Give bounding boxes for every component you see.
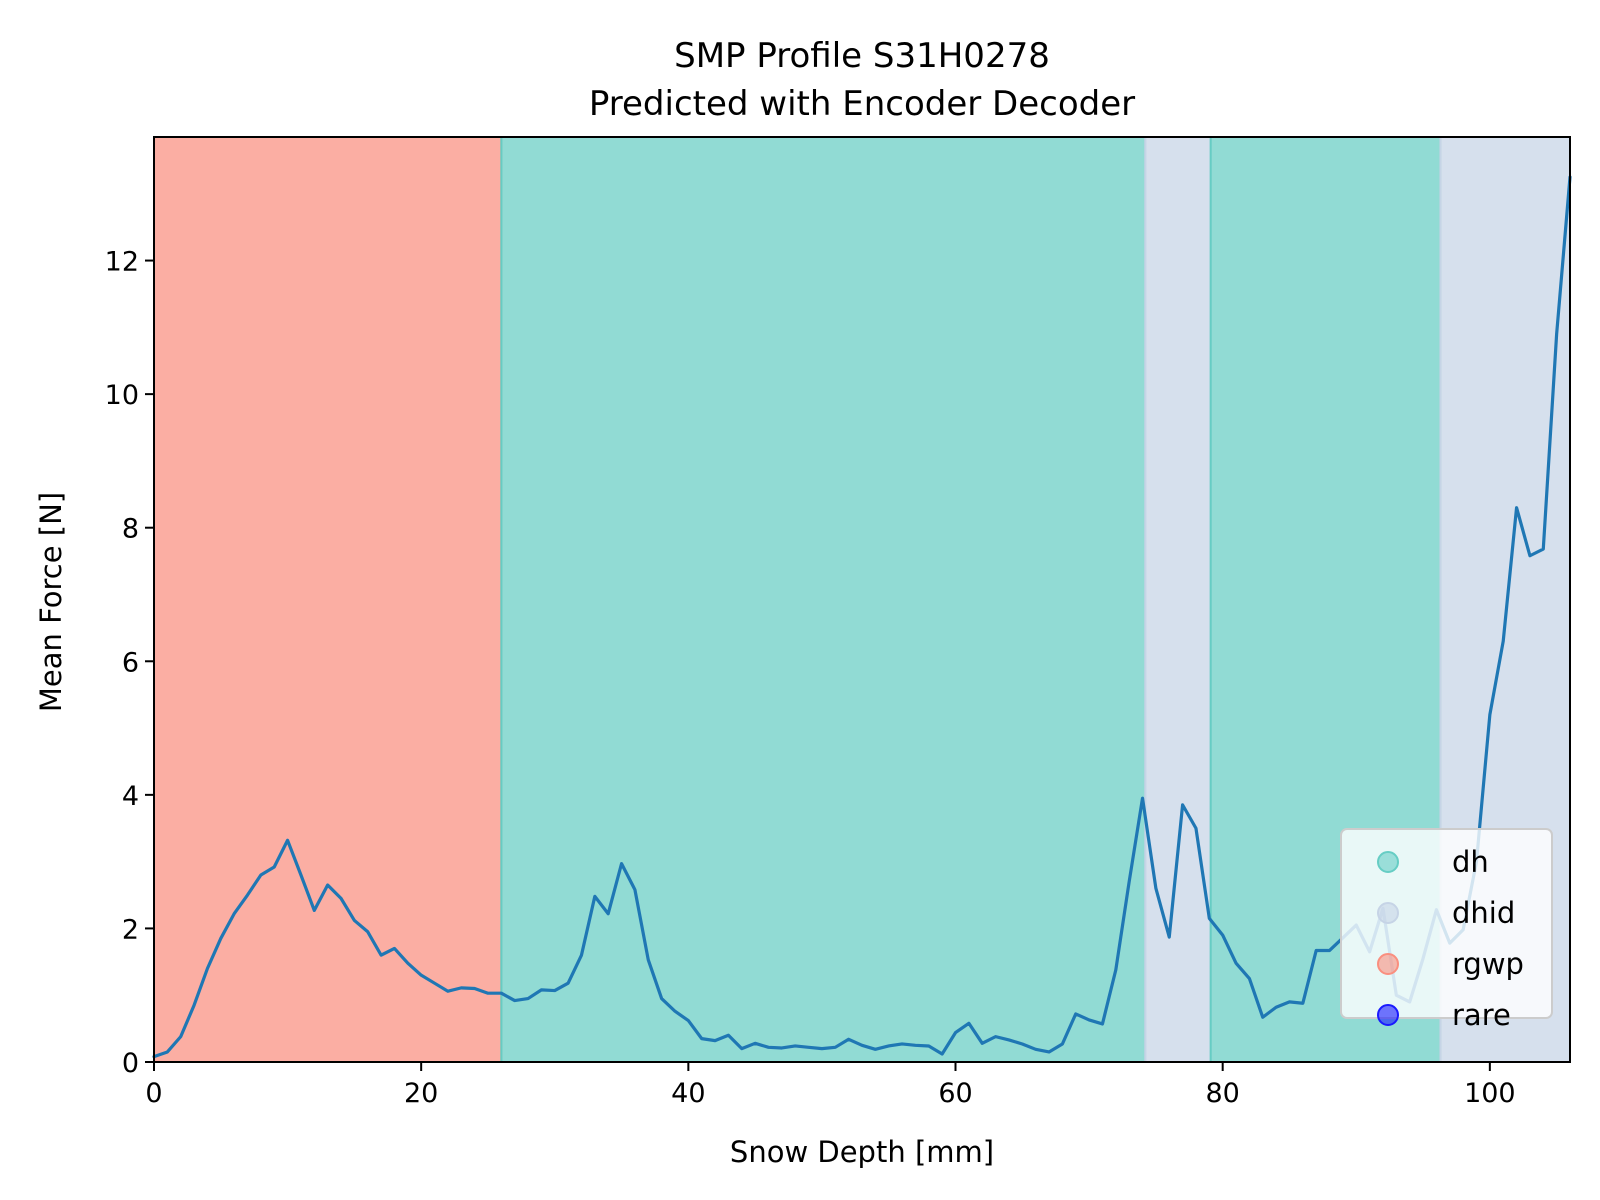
legend-label-dhid: dhid: [1452, 896, 1515, 930]
legend-label-dh: dh: [1452, 845, 1489, 879]
y-axis-label: Mean Force [N]: [34, 492, 68, 712]
y-tick-label: 10: [105, 380, 139, 411]
class-regions: [153, 136, 1571, 1063]
y-tick-label: 2: [122, 914, 139, 945]
legend-label-rare: rare: [1452, 998, 1511, 1032]
legend-marker-dh: [1377, 851, 1399, 873]
y-tick-label: 4: [122, 781, 139, 812]
legend-marker-rare: [1377, 1004, 1399, 1026]
chart-title: SMP Profile S31H0278: [674, 36, 1050, 76]
y-axis: 0 2 4 6 8 10 12: [105, 247, 154, 1079]
y-tick-label: 12: [105, 247, 139, 278]
legend-box: [1340, 828, 1553, 1019]
x-tick-label: 80: [1205, 1078, 1239, 1109]
y-tick-label: 0: [122, 1048, 139, 1079]
legend-marker-dhid: [1377, 902, 1399, 924]
x-axis-label: Snow Depth [mm]: [730, 1135, 994, 1169]
x-tick-label: 40: [671, 1078, 705, 1109]
x-tick-label: 60: [938, 1078, 972, 1109]
y-tick-label: 6: [122, 647, 139, 678]
plot-frame: [153, 136, 1571, 1063]
x-tick-label: 20: [404, 1078, 438, 1109]
region-rgwp-0: [153, 136, 503, 1063]
chart-subtitle: Predicted with Encoder Decoder: [589, 84, 1135, 124]
region-dhid-2: [1144, 136, 1212, 1063]
x-axis: 0 20 40 60 80 100: [145, 1062, 1516, 1109]
legend: dh dhid rgwp rare: [1340, 828, 1553, 1032]
x-tick-label: 100: [1464, 1078, 1516, 1109]
legend-marker-rgwp: [1377, 953, 1399, 975]
x-tick-label: 0: [145, 1078, 162, 1109]
legend-label-rgwp: rgwp: [1452, 947, 1524, 981]
series-layer: [152, 175, 1572, 1059]
series-line-0: [152, 175, 1572, 1059]
region-dh-1: [500, 136, 1147, 1063]
y-tick-label: 8: [122, 514, 139, 545]
